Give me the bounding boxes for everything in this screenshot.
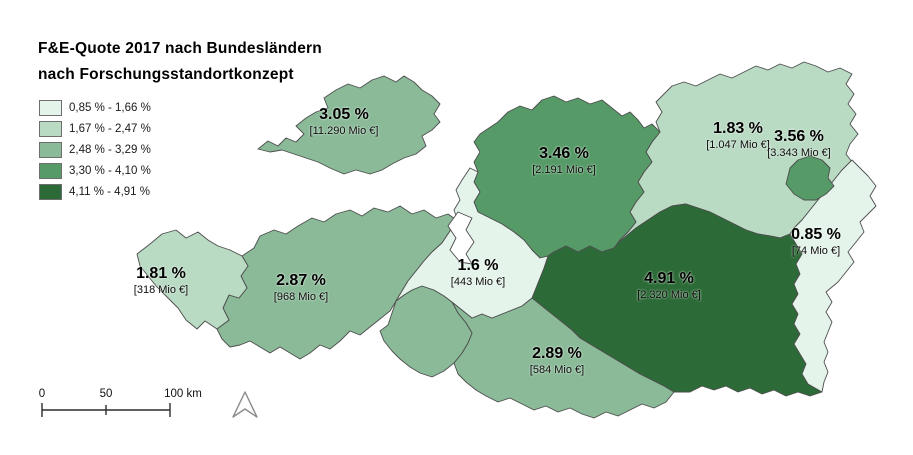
scalebar-label-0: 0: [38, 388, 46, 400]
label-value: [11.290 Mio €]: [309, 125, 379, 137]
scalebar-label-50: 50: [99, 388, 113, 400]
label-pct: 1.83 %: [713, 120, 763, 137]
scalebar-label-100km: 100 km: [164, 388, 202, 400]
scalebar: [41, 403, 171, 417]
label-value: [2.320 Mio €]: [637, 289, 701, 301]
region-wien: [785, 155, 835, 201]
label-oesterreich-gesamt: 3.05 % [11.290 Mio €]: [310, 105, 379, 138]
legend-label: 2,48 % - 3,29 %: [69, 143, 151, 156]
label-vorarlberg: 1.81 % [318 Mio €]: [134, 264, 188, 297]
label-pct: 4.91 %: [644, 270, 694, 287]
label-value: [584 Mio €]: [529, 364, 585, 376]
legend-swatch-icon: [39, 141, 62, 158]
legend-label: 4,11 % - 4,91 %: [69, 185, 150, 198]
label-value: [3.343 Mio €]: [767, 147, 831, 159]
label-steiermark: 4.91 % [2.320 Mio €]: [637, 269, 701, 302]
legend-label: 3,30 % - 4,10 %: [69, 164, 151, 177]
legend-swatch-icon: [39, 183, 62, 200]
legend: 0,85 % - 1,66 % 1,67 % - 2,47 % 2,48 % -…: [39, 97, 151, 202]
legend-swatch-icon: [39, 162, 62, 179]
map-title-line1: F&E-Quote 2017 nach Bundesländern: [38, 40, 322, 57]
label-wien: 3.56 % [3.343 Mio €]: [767, 127, 831, 160]
region-oesterreich-gesamt-mini: [257, 75, 441, 175]
region-burgenland: [789, 159, 877, 393]
label-pct: 3.46 %: [539, 145, 589, 162]
legend-row: 0,85 % - 1,66 %: [39, 97, 151, 118]
label-burgenland: 0.85 % [74 Mio €]: [791, 225, 841, 258]
label-value: [443 Mio €]: [450, 276, 506, 288]
legend-row: 3,30 % - 4,10 %: [39, 160, 151, 181]
label-value: [74 Mio €]: [791, 245, 841, 257]
label-kaernten: 2.89 % [584 Mio €]: [530, 344, 584, 377]
legend-label: 1,67 % - 2,47 %: [69, 122, 151, 135]
label-value: [1.047 Mio €]: [706, 139, 770, 151]
legend-swatch-icon: [39, 99, 62, 116]
label-pct: 2.87 %: [276, 272, 326, 289]
label-pct: 1.81 %: [136, 265, 186, 282]
label-tirol: 2.87 % [968 Mio €]: [274, 271, 328, 304]
legend-label: 0,85 % - 1,66 %: [69, 101, 151, 114]
map-title-line2: nach Forschungsstandortkonzept: [38, 66, 294, 83]
label-salzburg: 1.6 % [443 Mio €]: [451, 256, 505, 289]
north-arrow-icon: [232, 391, 258, 418]
legend-row: 4,11 % - 4,91 %: [39, 181, 151, 202]
label-value: [968 Mio €]: [273, 291, 329, 303]
legend-swatch-icon: [39, 120, 62, 137]
label-pct: 0.85 %: [791, 226, 841, 243]
map-title: F&E-Quote 2017 nach Bundesländern nach F…: [38, 36, 322, 88]
label-pct: 3.05 %: [319, 106, 369, 123]
label-pct: 2.89 %: [532, 345, 582, 362]
label-value: [2.191 Mio €]: [532, 164, 596, 176]
region-vorarlberg: [136, 229, 249, 330]
label-pct: 1.6 %: [457, 257, 499, 274]
label-pct: 3.56 %: [774, 128, 824, 145]
label-oberoesterreich: 3.46 % [2.191 Mio €]: [532, 144, 596, 177]
label-value: [318 Mio €]: [133, 284, 189, 296]
legend-row: 1,67 % - 2,47 %: [39, 118, 151, 139]
region-tirol: [216, 205, 459, 360]
border-notch: [447, 211, 475, 265]
label-niederoesterreich: 1.83 % [1.047 Mio €]: [706, 119, 770, 152]
legend-row: 2,48 % - 3,29 %: [39, 139, 151, 160]
